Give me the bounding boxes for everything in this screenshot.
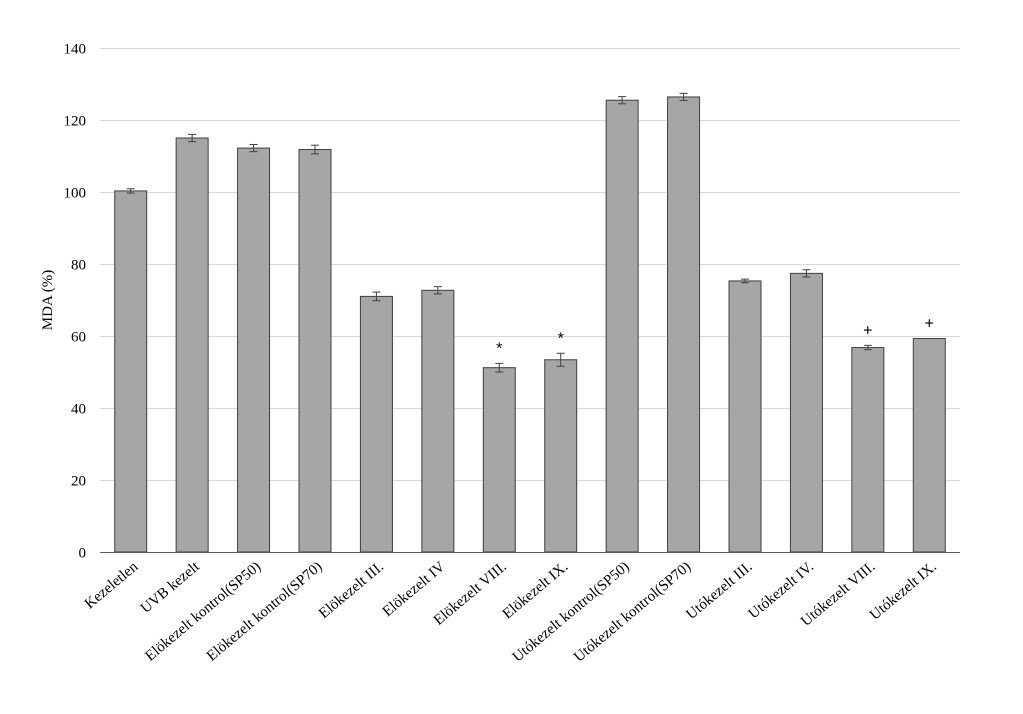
y-tick-label: 0 — [79, 546, 87, 562]
bar — [359, 295, 393, 553]
error-bar — [126, 188, 135, 194]
error-bar — [188, 133, 197, 143]
significance-marker: + — [863, 322, 872, 339]
y-tick-label: 120 — [64, 114, 87, 130]
error-bar — [249, 143, 258, 153]
error-bar — [618, 96, 627, 105]
error-bar — [863, 344, 872, 351]
error-bar — [556, 352, 565, 367]
bar — [544, 359, 578, 553]
bar — [421, 289, 455, 553]
y-tick-label: 20 — [71, 474, 86, 490]
y-tick-labels: 0 20 40 60 80 100 120 140 — [64, 42, 87, 562]
y-tick-label: 80 — [71, 258, 86, 274]
bar — [851, 347, 885, 553]
error-bars — [126, 92, 872, 373]
gridlines — [100, 48, 960, 481]
significance-markers: * * + + — [496, 316, 934, 358]
error-bar — [433, 286, 442, 295]
x-tick-label: Utókezelt kontrol(SP70) — [571, 559, 694, 666]
y-axis-title: MDA (%) — [40, 270, 56, 330]
y-tick-label: 60 — [71, 330, 86, 346]
bar — [789, 272, 823, 553]
x-tick-label: Utókezelt IX. — [867, 559, 940, 624]
x-tick-label: Elökezelt kontrol(SP70) — [204, 559, 326, 665]
bar — [912, 338, 946, 553]
y-tick-label: 140 — [64, 42, 87, 58]
x-tick-label: Utókezelt kontrol(SP50) — [510, 559, 633, 666]
error-bar — [679, 92, 688, 102]
error-bar — [311, 144, 319, 155]
bar — [605, 99, 639, 553]
error-bar — [495, 362, 504, 373]
bar — [667, 96, 701, 553]
bar — [237, 147, 271, 553]
y-tick-label: 100 — [64, 186, 87, 202]
bar — [482, 367, 516, 553]
bar — [114, 190, 148, 553]
error-bar — [372, 291, 381, 302]
x-tick-label: UVB kezelt — [138, 558, 203, 617]
x-tick-label: Elökezelt kontrol(SP50) — [142, 559, 264, 665]
bars — [114, 96, 946, 553]
significance-marker: + — [925, 316, 934, 333]
error-bar — [741, 278, 749, 284]
error-bar — [802, 269, 811, 278]
x-tick-label: Kezeletlen — [82, 558, 142, 612]
bar — [175, 137, 209, 553]
significance-marker: * — [496, 340, 502, 357]
bar — [298, 149, 332, 553]
y-tick-label: 40 — [71, 402, 86, 418]
bar — [728, 280, 762, 553]
x-tick-label: Elökezelt III. — [316, 559, 387, 622]
x-tick-label: Utókezelt III. — [683, 559, 755, 623]
significance-marker: * — [558, 330, 564, 347]
